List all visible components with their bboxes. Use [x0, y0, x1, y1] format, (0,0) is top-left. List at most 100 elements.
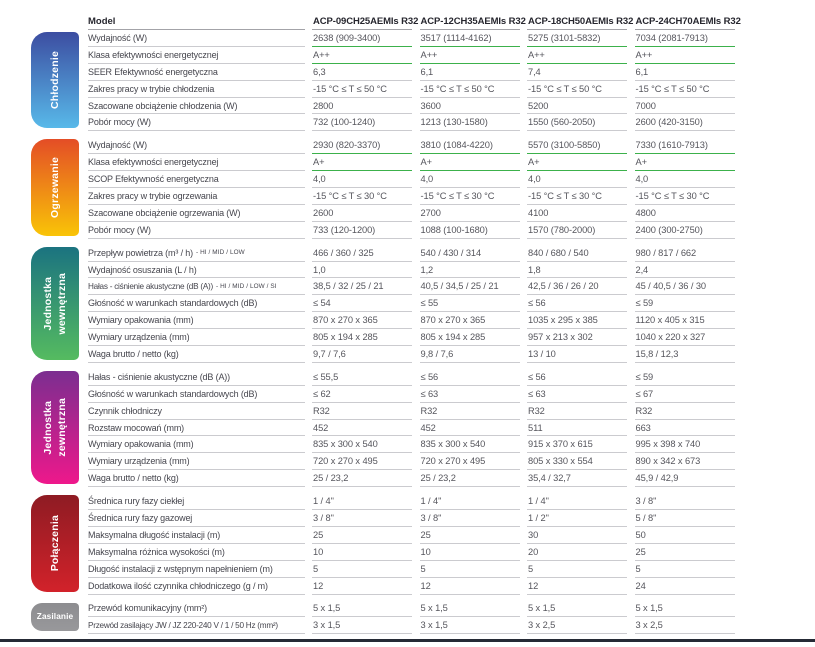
- spec-value: -15 °C ≤ T ≤ 50 °C: [420, 83, 495, 94]
- spec-value-cell: 45 / 40,5 / 36 / 30: [634, 278, 735, 296]
- section-rows: Hałas - ciśnienie akustyczne (dB (A)) ≤ 5…: [0, 369, 815, 488]
- spec-value-cell: 957 x 213 x 302: [527, 329, 627, 347]
- row-label-cell: Pobór mocy (W): [88, 222, 305, 239]
- spec-value: 720 x 270 x 495: [313, 456, 378, 467]
- spec-value-cell: 3 / 8": [634, 493, 735, 511]
- row-label: Klasa efektywności energetycznej: [88, 49, 219, 60]
- spec-value-cell: ≤ 54: [312, 295, 412, 313]
- row-label: Średnica rury fazy ciekłej: [88, 496, 185, 507]
- spec-value: ≤ 63: [420, 388, 439, 399]
- spec-value-cell: 2600 (420-3150): [634, 114, 735, 132]
- spec-value: R32: [635, 405, 653, 416]
- spec-value: 835 x 300 x 540: [313, 439, 378, 450]
- spec-value-cell: 2800: [312, 98, 412, 115]
- section-tab-chlodzenie: Chłodzenie: [31, 32, 79, 129]
- table-row: Rozstaw mocowań (mm) 452 452 511 663: [88, 420, 815, 437]
- row-label: Wymiary opakowania (mm): [88, 439, 194, 450]
- spec-value: 452: [313, 422, 329, 433]
- row-label-suffix: - HI / MID / LOW: [195, 249, 245, 257]
- row-label: Przewód zasilający JW / JZ 220-240 V / 1…: [88, 620, 278, 630]
- spec-value-cell: 3 / 8": [312, 510, 412, 527]
- section-rows: Przewód komunikacyjny (mm²) 5 x 1,5 5 x 1,…: [0, 601, 815, 635]
- row-label: Szacowane obciążenie ogrzewania (W): [88, 207, 241, 218]
- spec-value-cell: 13 / 10: [527, 346, 627, 363]
- spec-value: 12: [313, 580, 324, 591]
- spec-value: A+: [420, 157, 433, 168]
- spec-value-cell: 733 (120-1200): [312, 222, 412, 239]
- spec-value-cell: 1120 x 405 x 315: [634, 312, 735, 330]
- model-name-2: ACP-12CH35AEMIs R32: [419, 13, 526, 30]
- spec-value: 995 x 398 x 740: [635, 439, 701, 450]
- spec-value: 3517 (1114-4162): [420, 32, 492, 43]
- spec-value-cell: 3517 (1114-4162): [419, 30, 520, 47]
- table-header: Model ACP-09CH25AEMIs R32 ACP-12CH35AEMI…: [0, 13, 815, 30]
- row-label-cell: Wydajność (W): [88, 137, 305, 155]
- spec-value: 3 / 8": [420, 512, 442, 523]
- spec-value-cell: R32: [312, 403, 412, 420]
- spec-value-cell: 24: [634, 578, 735, 595]
- spec-value: 3 x 1,5: [313, 620, 341, 631]
- row-label-cell: Dodatkowa ilość czynnika chłodniczego (g…: [88, 578, 305, 595]
- spec-value-cell: 2,4: [634, 262, 735, 279]
- table-row: Maksymalna długość instalacji (m) 25 25 30 5…: [88, 527, 815, 544]
- row-label-cell: Wymiary opakowania (mm): [88, 436, 305, 454]
- table-row: Klasa efektywności energetycznej A+ A+ A+ A+: [88, 154, 815, 172]
- spec-value-cell: 5 / 8": [634, 510, 735, 527]
- spec-value-cell: 511: [527, 420, 627, 437]
- spec-value-cell: ≤ 63: [527, 386, 627, 403]
- spec-value: 890 x 342 x 673: [635, 456, 701, 467]
- table-row: Wydajność osuszania (L / h) 1,0 1,2 1,8 2,4: [88, 262, 815, 279]
- section-jednostka-zewnetrzna: Jednostka zewnętrzna Hałas - ciśnienie ak…: [0, 369, 815, 488]
- row-label-cell: Wymiary opakowania (mm): [88, 312, 305, 330]
- row-label-cell: Średnica rury fazy ciekłej: [88, 493, 305, 511]
- spec-value: ≤ 55,5: [313, 371, 339, 382]
- spec-value: 466 / 360 / 325: [313, 247, 374, 258]
- table-row: Średnica rury fazy gazowej 3 / 8" 3 / 8" 1 …: [88, 510, 815, 527]
- spec-value: 1,2: [420, 264, 434, 275]
- spec-value: 25 / 23,2: [313, 473, 349, 484]
- spec-value: 2600: [313, 207, 334, 218]
- section-tab-label: Jednostka wewnętrzna: [41, 272, 68, 335]
- spec-value: -15 °C ≤ T ≤ 30 °C: [528, 190, 602, 201]
- spec-value: 50: [635, 529, 646, 540]
- section-list: Chłodzenie Wydajność (W) 2638 (909-3400) 35…: [0, 30, 815, 635]
- row-label: Rozstaw mocowań (mm): [88, 422, 185, 433]
- spec-value-cell: 890 x 342 x 673: [634, 453, 735, 471]
- spec-value: 4,0: [420, 174, 434, 185]
- spec-table: Model ACP-09CH25AEMIs R32 ACP-12CH35AEMI…: [0, 13, 815, 635]
- spec-value: -15 °C ≤ T ≤ 30 °C: [313, 190, 387, 201]
- spec-value: R32: [420, 405, 438, 416]
- spec-value: A++: [420, 49, 438, 60]
- spec-value: 3 x 2,5: [635, 620, 663, 631]
- spec-value-cell: R32: [419, 403, 520, 420]
- spec-value-cell: 5: [419, 561, 520, 578]
- table-row: Wydajność (W) 2930 (820-3370) 3810 (1084-4…: [88, 137, 815, 155]
- spec-value-cell: 5: [527, 561, 627, 578]
- spec-value-cell: 995 x 398 x 740: [634, 436, 735, 454]
- spec-value-cell: ≤ 56: [419, 369, 520, 386]
- spec-value: 5 x 1,5: [313, 603, 341, 614]
- spec-value-cell: 20: [527, 544, 627, 561]
- spec-value: 24: [635, 580, 646, 591]
- spec-value-cell: 663: [634, 420, 735, 437]
- section-rows: Średnica rury fazy ciekłej 1 / 4" 1 / 4" 1 …: [0, 493, 815, 595]
- row-label: Głośność w warunkach standardowych (dB): [88, 298, 258, 309]
- spec-value: 6,1: [635, 66, 649, 77]
- spec-value-cell: 4800: [634, 205, 735, 222]
- spec-value-cell: 7000: [634, 98, 735, 115]
- spec-value-cell: 3 x 2,5: [634, 617, 735, 635]
- row-label: Maksymalna długość instalacji (m): [88, 529, 221, 540]
- spec-value-cell: -15 °C ≤ T ≤ 30 °C: [312, 188, 412, 205]
- spec-value: 13 / 10: [528, 348, 556, 359]
- spec-value-cell: 7330 (1610-7913): [634, 137, 735, 155]
- table-row: SEER Efektywność energetyczna 6,3 6,1 7,4 6,…: [88, 64, 815, 81]
- spec-value: 5275 (3101-5832): [528, 32, 601, 43]
- spec-value: 870 x 270 x 365: [420, 315, 486, 326]
- spec-value: 805 x 194 x 285: [420, 332, 486, 343]
- spec-value: 1550 (560-2050): [528, 117, 596, 128]
- spec-value-cell: 835 x 300 x 540: [419, 436, 520, 454]
- spec-value: -15 °C ≤ T ≤ 50 °C: [528, 83, 602, 94]
- spec-value: ≤ 54: [313, 298, 331, 309]
- spec-value-cell: 805 x 330 x 554: [527, 453, 627, 471]
- spec-value: 2,4: [635, 264, 649, 275]
